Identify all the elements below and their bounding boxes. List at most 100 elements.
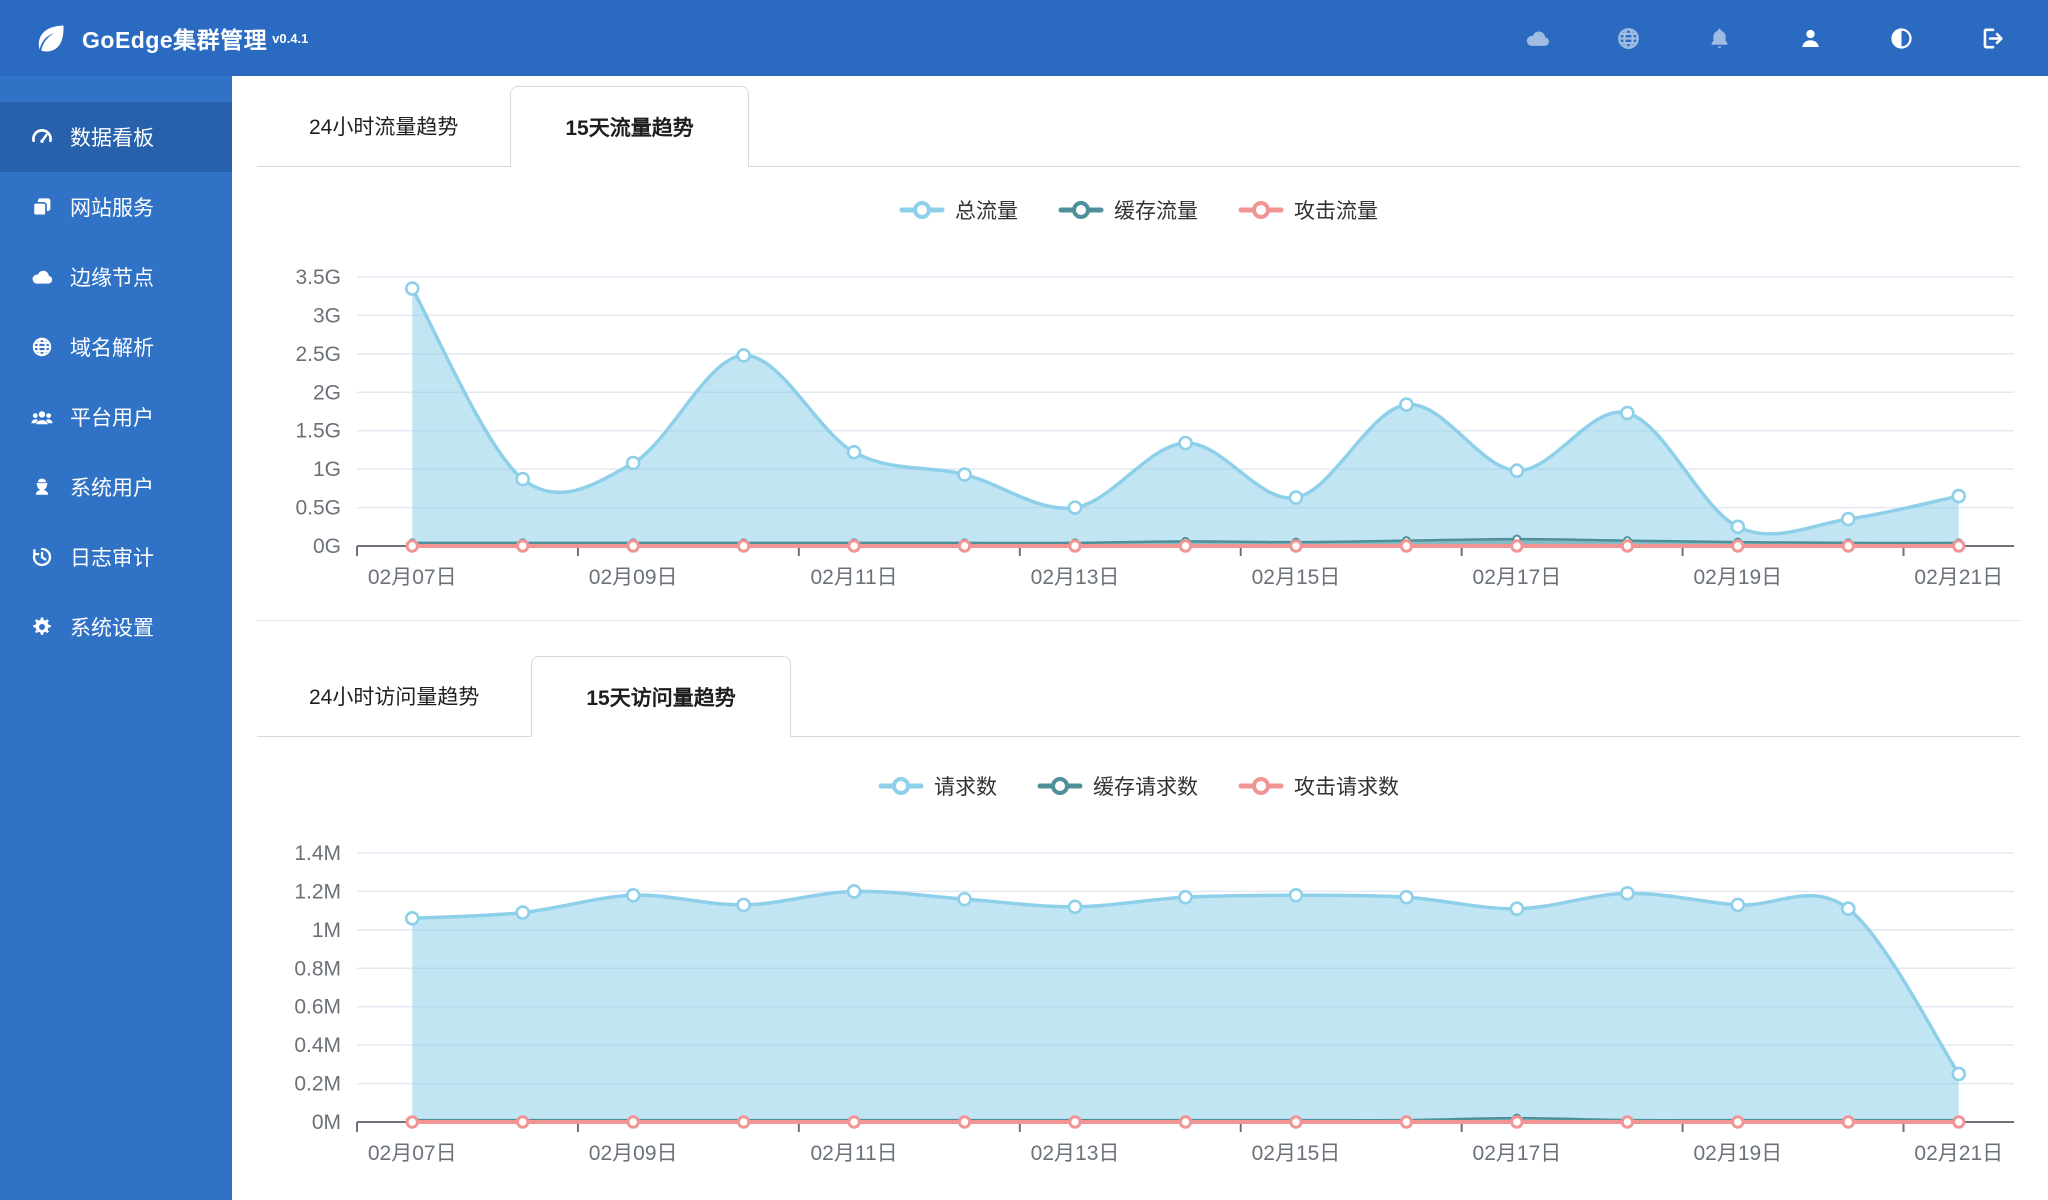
layers-icon — [30, 195, 54, 219]
bell-icon[interactable] — [1706, 25, 1733, 52]
app-header: GoEdge集群管理 v0.4.1 — [0, 0, 2048, 76]
sidebar-item-label: 边缘节点 — [70, 267, 154, 290]
sidebar-item-域名解析[interactable]: 域名解析 — [0, 312, 232, 382]
svg-text:0.5G: 0.5G — [295, 497, 341, 520]
cloud-icon[interactable] — [1524, 25, 1551, 52]
svg-text:1.4M: 1.4M — [294, 842, 341, 865]
svg-text:0M: 0M — [312, 1111, 341, 1134]
svg-text:02月19日: 02月19日 — [1693, 1142, 1782, 1165]
requests-trend-chart: 0M 0.2M 0.4M 0.6M 0.8M 1M 1.2M 1.4M 02月07日 02月09日… — [294, 842, 2014, 1165]
sidebar-item-边缘节点[interactable]: 边缘节点 — [0, 242, 232, 312]
gear-icon — [30, 615, 54, 639]
legend-marker — [1058, 201, 1104, 219]
svg-text:02月11日: 02月11日 — [811, 566, 898, 589]
tab-24h-requests[interactable]: 24小时访问量趋势 — [257, 656, 532, 736]
tab-15d-traffic[interactable]: 15天流量趋势 — [510, 86, 749, 167]
sidebar-item-平台用户[interactable]: 平台用户 — [0, 382, 232, 452]
svg-text:02月17日: 02月17日 — [1473, 566, 1562, 589]
svg-text:02月11日: 02月11日 — [811, 1142, 898, 1165]
app-title: GoEdge集群管理 — [82, 27, 268, 53]
contrast-icon[interactable] — [1888, 25, 1915, 52]
legend-item-攻击流量[interactable]: 攻击流量 — [1238, 195, 1378, 225]
svg-text:0.2M: 0.2M — [294, 1073, 341, 1096]
sidebar-item-数据看板[interactable]: 数据看板 — [0, 102, 232, 172]
requests-tabbar: 24小时访问量趋势 15天访问量趋势 — [257, 656, 2020, 737]
sidebar-item-label: 域名解析 — [70, 337, 154, 360]
traffic-legend: 总流量 缓存流量 攻击流量 — [257, 193, 2020, 227]
requests-chart-wrap: 0M 0.2M 0.4M 0.6M 0.8M 1M 1.2M 1.4M 02月07日 02月09日… — [257, 815, 2020, 1180]
svg-text:02月07日: 02月07日 — [368, 1142, 457, 1165]
legend-marker — [899, 201, 945, 219]
svg-text:02月15日: 02月15日 — [1252, 566, 1341, 589]
tab-24h-traffic[interactable]: 24小时流量趋势 — [257, 86, 511, 166]
brand[interactable]: GoEdge集群管理 v0.4.1 — [0, 21, 308, 55]
legend-label: 攻击请求数 — [1294, 776, 1399, 799]
section-divider — [257, 620, 2020, 621]
legend-item-缓存请求数[interactable]: 缓存请求数 — [1037, 771, 1198, 801]
legend-item-请求数[interactable]: 请求数 — [878, 771, 997, 801]
svg-text:02月13日: 02月13日 — [1031, 1142, 1120, 1165]
svg-text:1M: 1M — [312, 919, 341, 942]
history-icon — [30, 545, 54, 569]
sidebar-item-系统设置[interactable]: 系统设置 — [0, 592, 232, 662]
svg-text:02月09日: 02月09日 — [589, 566, 678, 589]
svg-text:1.5G: 1.5G — [295, 420, 341, 443]
legend-marker — [1037, 777, 1083, 795]
sidebar-item-日志审计[interactable]: 日志审计 — [0, 522, 232, 592]
sidebar-nav: 数据看板网站服务边缘节点域名解析平台用户系统用户日志审计系统设置 — [0, 102, 232, 662]
svg-text:02月21日: 02月21日 — [1914, 1142, 2003, 1165]
svg-text:2G: 2G — [313, 381, 341, 404]
svg-text:1G: 1G — [313, 458, 341, 481]
main-content: 24小时流量趋势 15天流量趋势 总流量 缓存流量 攻击流量 0G 0.5G 1G 1.5… — [232, 76, 2048, 1200]
tab-15d-requests[interactable]: 15天访问量趋势 — [531, 656, 791, 737]
leaf-icon — [34, 21, 68, 55]
sidebar-item-网站服务[interactable]: 网站服务 — [0, 172, 232, 242]
legend-label: 攻击流量 — [1294, 200, 1378, 223]
globe-icon[interactable] — [1615, 25, 1642, 52]
svg-text:0.8M: 0.8M — [294, 957, 341, 980]
cloud-icon — [30, 265, 54, 289]
sidebar-item-label: 平台用户 — [70, 407, 154, 430]
users-icon — [30, 405, 54, 429]
svg-text:02月21日: 02月21日 — [1914, 566, 2003, 589]
sidebar: 数据看板网站服务边缘节点域名解析平台用户系统用户日志审计系统设置 — [0, 76, 232, 1200]
user-icon[interactable] — [1797, 25, 1824, 52]
svg-text:1.2M: 1.2M — [294, 880, 341, 903]
sidebar-item-label: 数据看板 — [70, 127, 154, 150]
legend-item-缓存流量[interactable]: 缓存流量 — [1058, 195, 1198, 225]
svg-text:0G: 0G — [313, 535, 341, 558]
legend-label: 缓存流量 — [1114, 200, 1198, 223]
svg-text:02月17日: 02月17日 — [1473, 1142, 1562, 1165]
sidebar-item-label: 日志审计 — [70, 547, 154, 570]
legend-marker — [1238, 201, 1284, 219]
user-secret-icon — [30, 475, 54, 499]
globe-icon — [30, 335, 54, 359]
sidebar-item-label: 网站服务 — [70, 197, 154, 220]
svg-text:02月19日: 02月19日 — [1693, 566, 1782, 589]
legend-label: 总流量 — [955, 200, 1018, 223]
svg-text:02月13日: 02月13日 — [1031, 566, 1120, 589]
legend-label: 缓存请求数 — [1093, 776, 1198, 799]
logout-icon[interactable] — [1979, 25, 2006, 52]
legend-item-攻击请求数[interactable]: 攻击请求数 — [1238, 771, 1399, 801]
traffic-trend-chart: 0G 0.5G 1G 1.5G 2G 2.5G 3G 3.5G 02月07日 02月09日 02月1… — [295, 266, 2014, 589]
svg-text:02月09日: 02月09日 — [589, 1142, 678, 1165]
requests-legend: 请求数 缓存请求数 攻击请求数 — [257, 769, 2020, 803]
sidebar-item-label: 系统设置 — [70, 617, 154, 640]
svg-text:3G: 3G — [313, 304, 341, 327]
svg-text:0.4M: 0.4M — [294, 1034, 341, 1057]
app-body: 数据看板网站服务边缘节点域名解析平台用户系统用户日志审计系统设置 24小时流量趋… — [0, 76, 2048, 1200]
svg-text:0.6M: 0.6M — [294, 996, 341, 1019]
traffic-chart-wrap: 0G 0.5G 1G 1.5G 2G 2.5G 3G 3.5G 02月07日 02月09日 02月1… — [257, 239, 2020, 604]
legend-item-总流量[interactable]: 总流量 — [899, 195, 1018, 225]
svg-text:2.5G: 2.5G — [295, 343, 341, 366]
svg-text:02月15日: 02月15日 — [1252, 1142, 1341, 1165]
sidebar-item-系统用户[interactable]: 系统用户 — [0, 452, 232, 522]
gauge-icon — [30, 125, 54, 149]
legend-marker — [878, 777, 924, 795]
svg-text:3.5G: 3.5G — [295, 266, 341, 289]
traffic-tabbar: 24小时流量趋势 15天流量趋势 — [257, 86, 2020, 167]
sidebar-item-label: 系统用户 — [70, 477, 154, 500]
legend-label: 请求数 — [934, 776, 997, 799]
